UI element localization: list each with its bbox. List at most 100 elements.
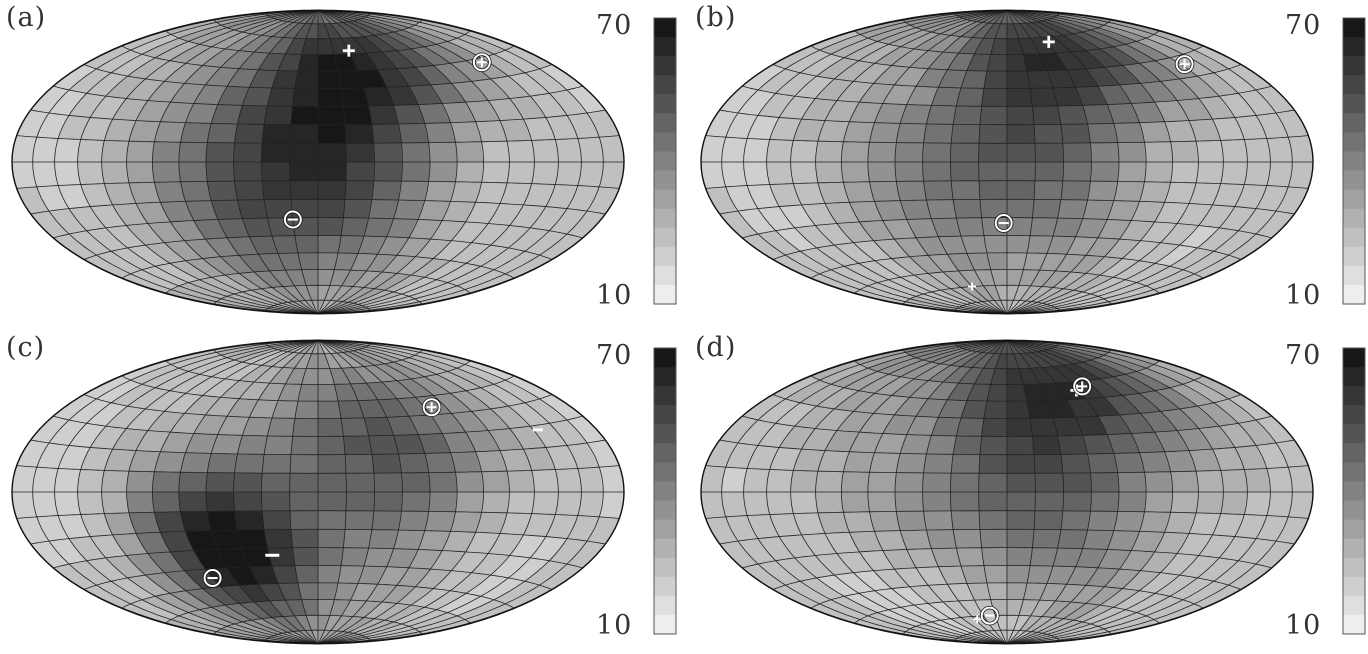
parallel-line [772,63,1242,89]
sky-map-d [700,339,1366,645]
map-cell [481,491,510,514]
map-cell [531,139,559,163]
map-cell [895,180,927,201]
colorbar-step [654,376,676,387]
map-cell [983,70,1008,89]
colorbar-step [654,452,676,463]
map-cell [743,161,771,186]
colorbar-step [654,94,676,105]
map-cell [922,472,952,493]
panel-label-b: (b) [695,2,737,33]
map-cell [455,161,484,183]
map-cell [1117,141,1147,163]
parallel-line [264,12,372,25]
colorbar-step [1343,65,1365,76]
map-cell [1006,528,1035,549]
map-outline [700,10,1314,314]
parallel-line [164,360,472,385]
map-cell [815,161,844,184]
map-cell [289,161,319,182]
colorbar-step [1343,452,1365,463]
map-cell [1006,400,1031,419]
colorbar-step [1343,103,1365,114]
parallel-line [164,269,472,294]
parallel-line [83,565,553,591]
circled-minus-marker-icon [202,568,223,588]
colorbar-min-label-a: 10 [596,280,633,311]
colorbar-step [654,161,676,172]
map-cell [895,510,927,531]
map-cell [126,491,155,514]
map-cell [428,491,458,513]
map-cell [317,400,342,419]
colorbar-step [654,256,676,267]
colorbar-step [1343,357,1365,368]
map-cell [368,105,399,125]
map-cell [981,87,1008,107]
map-cell [894,491,924,512]
colorbar-step [1343,576,1365,587]
parallel-line [810,375,1204,402]
map-cell [261,142,291,163]
map-cell [234,123,265,144]
colorbar-step [654,614,676,626]
map-cell [766,491,794,515]
map-cell [531,491,559,515]
map-cell [1060,123,1091,144]
map-cell [743,138,771,163]
colorbar-step [654,443,676,454]
map-cell [1220,491,1248,515]
map-cell [263,105,293,125]
map-cell [869,181,901,202]
map-cell [317,547,344,567]
map-cell [1144,161,1173,183]
map-cell [261,454,292,474]
map-cell [237,105,268,125]
map-cell [1032,529,1062,549]
map-cell [101,470,130,493]
map-cell [233,472,263,493]
map-cell [206,510,238,531]
map-cell [455,141,484,163]
parallel-line [772,565,1242,591]
parallel-line [52,85,584,107]
map-cell [373,142,403,163]
colorbar-step [1343,56,1365,67]
panel-b: (b) 70 10 [689,0,1368,324]
colorbar-step [654,284,676,296]
map-cell [317,217,344,237]
map-cell [1006,87,1033,107]
map-cell [294,235,319,254]
map-cell [317,180,347,200]
parallel-line [30,198,606,215]
map-cell [317,87,344,107]
map-cell [1144,141,1173,163]
colorbar-min-label-b: 10 [1285,280,1322,311]
map-cell [1062,142,1092,163]
parallel-line [121,582,515,609]
map-cell [261,180,292,200]
colorbar-step [654,348,676,359]
colorbar-max-label-a: 70 [596,10,633,41]
map-cell [1006,491,1036,512]
map-cell [152,161,181,183]
map-cell [894,472,924,493]
parallel-line [719,198,1295,215]
map-cell [766,469,794,493]
map-cell [923,123,954,144]
map-cell [428,141,458,163]
map-cell [317,142,347,163]
colorbar-step [654,481,676,492]
map-cell [317,198,346,219]
plus-marker-icon [968,282,977,291]
parallel-line [52,217,584,239]
colorbar-step [654,557,676,568]
map-cell [869,452,901,473]
map-cell [554,138,582,163]
map-cell [815,470,844,493]
circled-plus-marker-icon [1174,54,1195,74]
colorbar-step [1343,491,1365,502]
colorbar-step [1343,548,1365,559]
parallel-line [953,342,1061,355]
map-cell [1060,453,1091,474]
